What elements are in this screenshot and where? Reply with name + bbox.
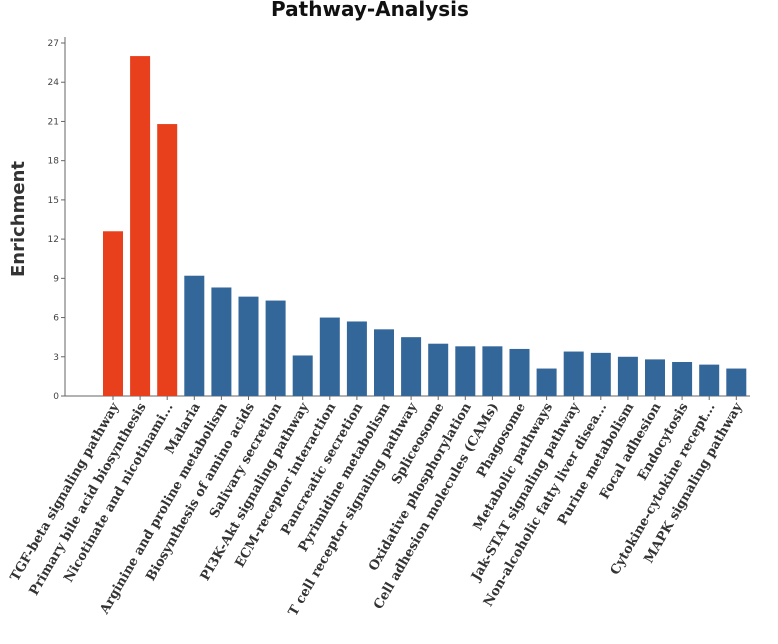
bar: [428, 343, 449, 396]
bar: [103, 231, 123, 396]
bar: [536, 368, 557, 396]
bar: [455, 346, 476, 396]
y-tick-label: 15: [48, 196, 59, 206]
y-tick-label: 3: [53, 353, 59, 363]
bar: [374, 329, 394, 396]
bar: [401, 337, 422, 396]
y-tick-label: 12: [48, 235, 59, 245]
bar: [726, 368, 747, 396]
y-tick-label: 24: [48, 78, 60, 88]
y-tick-label: 27: [48, 39, 59, 49]
y-ticks: 0 3 6 9 12 15 18 21 24 27: [48, 39, 65, 402]
bar: [184, 275, 205, 396]
bar: [645, 359, 665, 396]
bar: [211, 287, 232, 396]
bar: [617, 356, 638, 396]
y-tick-label: 18: [48, 157, 60, 167]
bar: [482, 346, 503, 396]
bar: [130, 56, 151, 397]
bar: [346, 321, 367, 396]
bar: [292, 355, 313, 396]
y-axis-label: Enrichment: [8, 161, 29, 277]
y-tick-label: 6: [53, 314, 59, 324]
bar: [509, 348, 530, 396]
y-tick-label: 9: [53, 274, 59, 284]
y-tick-label: 0: [53, 392, 59, 402]
bar: [157, 124, 178, 396]
bars: [103, 56, 747, 397]
bar: [563, 351, 584, 396]
bar: [672, 362, 693, 396]
bar: [265, 300, 286, 396]
chart-title: Pathway-Analysis: [271, 0, 469, 21]
y-tick-label: 21: [48, 117, 59, 127]
bar: [699, 364, 720, 396]
bar: [319, 317, 340, 396]
bar: [590, 352, 611, 396]
x-tick-label: TGF-beta signaling pathway: [8, 400, 123, 584]
bar: [238, 296, 259, 396]
